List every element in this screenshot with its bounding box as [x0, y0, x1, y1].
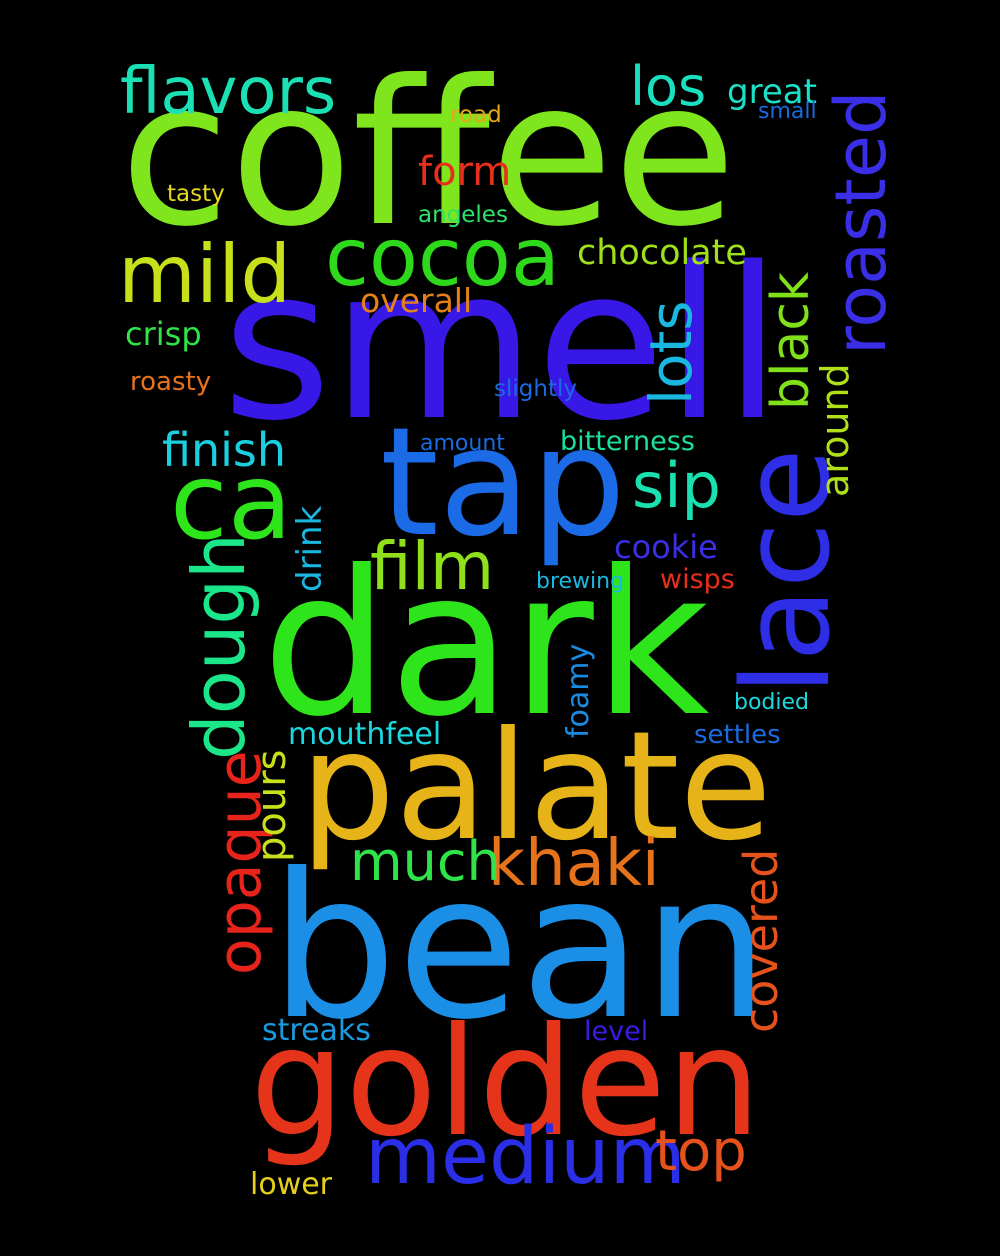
word-pours: pours — [249, 749, 295, 863]
word-foamy: foamy — [561, 643, 596, 738]
word-cocoa: cocoa — [325, 211, 560, 304]
word-finish: finish — [162, 423, 287, 477]
word-covered: covered — [734, 848, 788, 1033]
word-around: around — [813, 363, 857, 497]
word-smell: smell — [222, 222, 782, 467]
word-wisps: wisps — [660, 564, 735, 595]
word-film: film — [370, 528, 495, 605]
word-lots: lots — [637, 300, 705, 405]
word-overall: overall — [360, 281, 473, 320]
word-los: los — [630, 55, 707, 118]
word-small: small — [758, 99, 817, 124]
word-roasty: roasty — [130, 367, 212, 397]
word-crisp: crisp — [125, 315, 202, 353]
word-streaks: streaks — [262, 1013, 371, 1048]
word-chocolate: chocolate — [577, 233, 747, 273]
word-cookie: cookie — [614, 528, 718, 566]
word-khaki: khaki — [488, 827, 660, 901]
word-slightly: slightly — [494, 376, 577, 402]
word-bean: bean — [270, 831, 770, 1064]
word-black: black — [761, 271, 821, 410]
word-bodied: bodied — [734, 690, 810, 715]
word-mild: mild — [118, 228, 292, 321]
word-golden: golden — [250, 996, 762, 1170]
word-coffee: coffee — [120, 38, 737, 271]
word-tasty: tasty — [167, 181, 225, 207]
word-flavors: flavors — [120, 55, 337, 129]
word-bitterness: bitterness — [560, 426, 695, 457]
word-angeles: angeles — [418, 202, 508, 228]
word-amount: amount — [420, 431, 505, 456]
word-great: great — [727, 72, 817, 112]
word-medium: medium — [365, 1112, 686, 1202]
word-settles: settles — [694, 720, 781, 750]
word-roasted: roasted — [820, 90, 902, 355]
word-much: much — [350, 830, 501, 893]
word-level: level — [584, 1016, 649, 1047]
word-ca: ca — [170, 441, 293, 563]
word-mouthfeel: mouthfeel — [288, 717, 442, 752]
word-sip: sip — [632, 449, 721, 522]
word-palate: palate — [300, 700, 772, 874]
word-road: road — [450, 102, 502, 128]
word-top: top — [655, 1119, 747, 1184]
word-drink: drink — [290, 505, 330, 592]
word-tap: tap — [380, 396, 626, 570]
word-dark: dark — [262, 528, 710, 761]
word-brewing: brewing — [536, 569, 625, 594]
word-dough: dough — [177, 533, 261, 760]
word-form: form — [418, 149, 512, 195]
word-lower: lower — [250, 1167, 333, 1202]
